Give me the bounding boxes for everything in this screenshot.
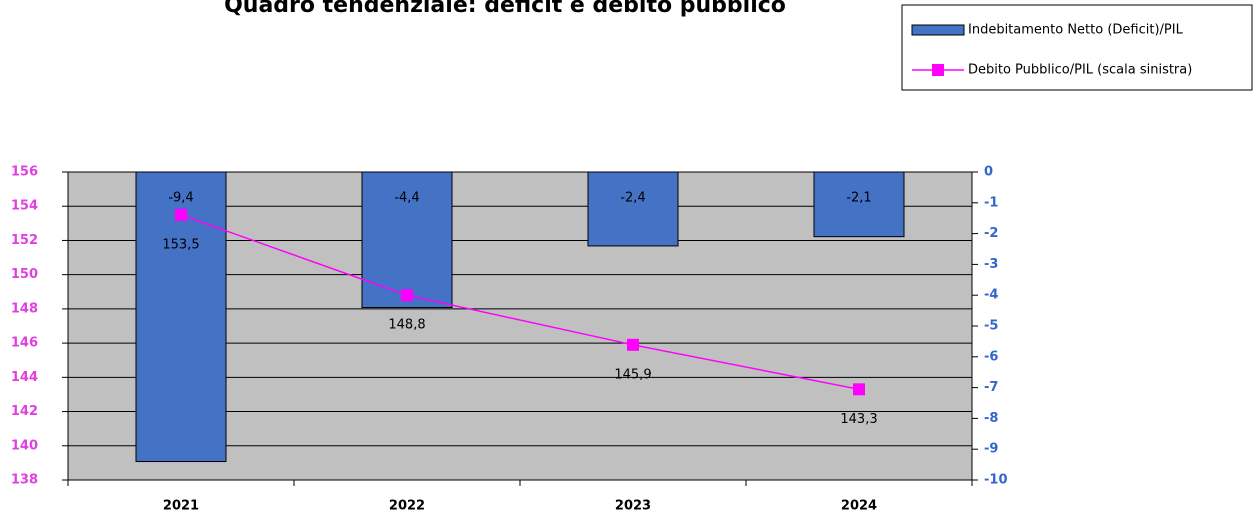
legend-marker — [932, 64, 944, 76]
legend-label: Indebitamento Netto (Deficit)/PIL — [968, 23, 1184, 38]
y-tick-label: 148 — [11, 301, 38, 316]
x-tick-label: 2023 — [615, 499, 651, 514]
data-label: -2,1 — [846, 191, 871, 206]
data-label: 145,9 — [614, 367, 651, 382]
marker — [853, 383, 865, 396]
bar — [813, 171, 905, 238]
y2-tick-label: -8 — [984, 411, 998, 426]
y-tick-label: 154 — [11, 199, 38, 214]
y-tick-label: 150 — [11, 267, 38, 282]
y2-tick-label: -3 — [984, 257, 998, 272]
y-tick-label: 138 — [11, 473, 38, 488]
y2-tick-label: -7 — [984, 380, 998, 395]
y-tick-label: 142 — [11, 404, 38, 419]
bar — [587, 171, 679, 247]
marker — [401, 289, 413, 302]
data-label: 153,5 — [162, 237, 199, 252]
y2-tick-label: -1 — [984, 195, 998, 210]
data-label: 143,3 — [840, 412, 877, 427]
y-tick-label: 144 — [11, 370, 38, 385]
x-tick-label: 2024 — [841, 499, 877, 514]
legend-box — [901, 4, 1253, 91]
y-tick-label: 140 — [11, 438, 38, 453]
y2-tick-label: -4 — [984, 288, 998, 303]
y-tick-label: 146 — [11, 336, 38, 351]
y2-tick-label: 0 — [984, 165, 993, 180]
y-tick-label: 156 — [11, 165, 38, 180]
y2-tick-label: -9 — [984, 442, 998, 457]
x-tick-label: 2021 — [163, 499, 199, 514]
marker — [175, 208, 187, 221]
y2-tick-label: -10 — [984, 473, 1008, 488]
data-label: -2,4 — [620, 191, 645, 206]
y2-tick-label: -6 — [984, 349, 998, 364]
data-label: 148,8 — [388, 318, 425, 333]
y2-tick-label: -2 — [984, 226, 998, 241]
marker — [627, 338, 639, 351]
line — [180, 214, 860, 391]
x-tick-label: 2022 — [389, 499, 425, 514]
legend-swatch — [911, 24, 965, 36]
data-label: -4,4 — [394, 191, 419, 206]
legend-label: Debito Pubblico/PIL (scala sinistra) — [968, 63, 1192, 78]
chart-title: Quadro tendenziale: deficit e debito pub… — [224, 0, 786, 18]
data-label: -9,4 — [168, 191, 193, 206]
y-tick-label: 152 — [11, 233, 38, 248]
y2-tick-label: -5 — [984, 319, 998, 334]
